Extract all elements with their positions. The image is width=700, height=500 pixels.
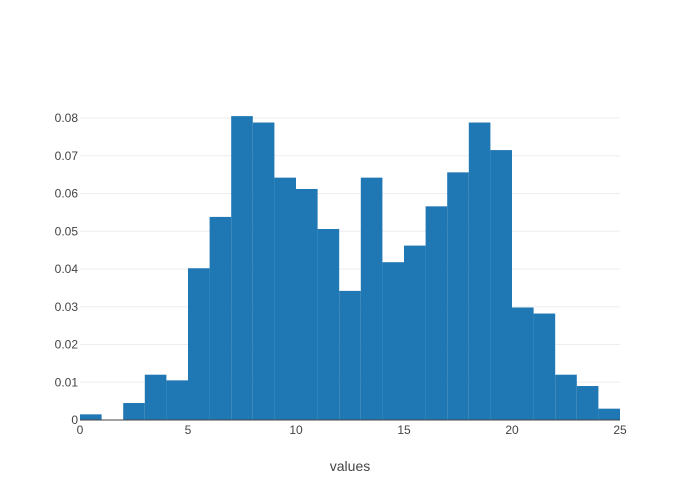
y-tick-label: 0.03 xyxy=(55,300,79,314)
y-tick-label: 0.05 xyxy=(55,224,79,238)
histogram-bar xyxy=(80,414,102,420)
x-tick-labels: 0 5 10 15 20 25 xyxy=(77,423,627,437)
y-tick-label: 0.04 xyxy=(55,262,79,276)
y-tick-labels: 0 0.01 0.02 0.03 0.04 0.05 0.06 0.07 0.08 xyxy=(55,111,79,427)
histogram-bar xyxy=(209,216,232,420)
histogram-bar xyxy=(468,122,491,420)
histogram-bar xyxy=(231,116,253,421)
histogram-bar xyxy=(274,177,296,420)
histogram-bar xyxy=(188,268,210,420)
x-tick-label: 10 xyxy=(289,423,303,437)
histogram-bar xyxy=(447,172,469,420)
histogram-bar xyxy=(425,206,448,420)
x-tick-label: 0 xyxy=(77,423,84,437)
y-tick-label: 0.01 xyxy=(55,375,79,389)
y-tick-label: 0.07 xyxy=(55,149,79,163)
histogram-bars xyxy=(80,116,620,421)
y-tick-label: 0 xyxy=(71,413,78,427)
y-tick-label: 0.06 xyxy=(55,187,79,201)
y-tick-label: 0.08 xyxy=(55,111,79,125)
y-tick-label: 0.02 xyxy=(55,338,79,352)
histogram-bar xyxy=(382,262,404,420)
histogram-bar xyxy=(512,307,534,420)
histogram-bar xyxy=(598,408,620,420)
histogram-bar xyxy=(576,386,599,420)
histogram-bar xyxy=(360,177,383,420)
histogram-bar xyxy=(339,290,361,420)
histogram-bar xyxy=(490,150,512,420)
histogram-bar xyxy=(144,374,167,420)
histogram-bar xyxy=(533,313,556,420)
x-tick-label: 15 xyxy=(397,423,411,437)
histogram-bar xyxy=(166,380,188,420)
x-tick-label: 5 xyxy=(185,423,192,437)
histogram-bar xyxy=(252,122,275,420)
histogram-bar xyxy=(317,228,340,420)
histogram-bar xyxy=(404,245,426,420)
x-axis-title: values xyxy=(330,458,370,474)
histogram-bar xyxy=(296,188,318,420)
x-tick-label: 25 xyxy=(613,423,627,437)
histogram-bar xyxy=(123,403,145,420)
x-tick-label: 20 xyxy=(505,423,519,437)
histogram-bar xyxy=(555,374,577,420)
